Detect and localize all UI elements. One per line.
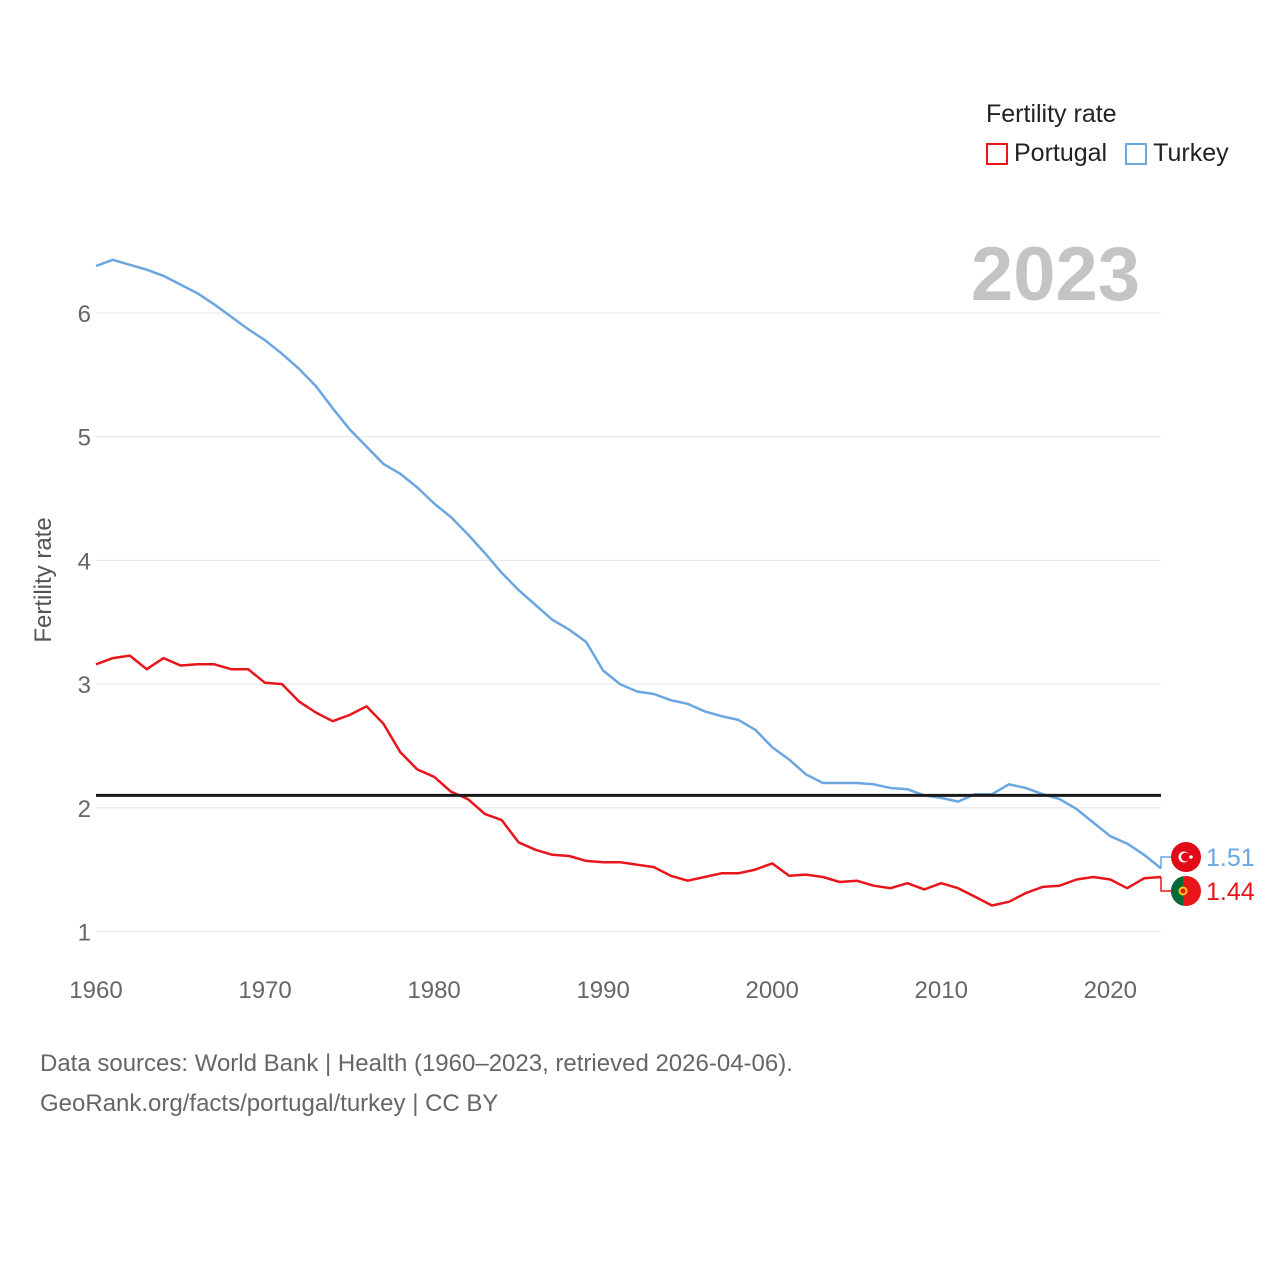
- y-tick-label-6: 6: [78, 301, 91, 328]
- legend-item-portugal[interactable]: Portugal: [986, 139, 1107, 168]
- legend-label-portugal: Portugal: [1014, 139, 1108, 167]
- legend-label-turkey: Turkey: [1153, 139, 1229, 167]
- series-lines: [95, 258, 1162, 907]
- y-axis-ticks: 1 2 3 4 5 6: [78, 301, 91, 946]
- legend: Fertility rate Portugal Turkey: [986, 100, 1229, 168]
- data-source-note: Data sources: World Bank | Health (1960–…: [40, 1050, 793, 1077]
- connector-turkey: [1160, 856, 1173, 869]
- y-tick-label-2: 2: [78, 796, 91, 823]
- legend-item-turkey[interactable]: Turkey: [1125, 139, 1229, 168]
- series-line-turkey: [95, 258, 1162, 870]
- y-tick-label-1: 1: [78, 919, 91, 946]
- line-chart: 1 2 3 4 5 6 1960 1970 1980 1990 2000 2010 2020 Fert…: [30, 232, 1255, 1004]
- x-axis-ticks: 1960 1970 1980 1990 2000 2010 2020: [69, 977, 1137, 1004]
- x-tick-label-2000: 2000: [745, 977, 798, 1004]
- x-tick-label-1970: 1970: [238, 977, 291, 1004]
- x-tick-label-1980: 1980: [407, 977, 460, 1004]
- y-axis-label: Fertility rate: [30, 517, 57, 642]
- y-tick-label-5: 5: [78, 425, 91, 452]
- connector-portugal: [1160, 877, 1173, 892]
- y-tick-label-3: 3: [78, 672, 91, 699]
- x-tick-label-1990: 1990: [576, 977, 629, 1004]
- end-value-label-turkey: 1.51: [1206, 844, 1255, 872]
- legend-swatch-portugal: [986, 142, 1008, 165]
- y-tick-label-4: 4: [78, 548, 91, 575]
- year-badge: 2023: [971, 232, 1140, 317]
- footer: Data sources: World Bank | Health (1960–…: [40, 1044, 793, 1124]
- x-tick-label-2010: 2010: [915, 977, 968, 1004]
- portugal-flag-green: [1170, 876, 1183, 906]
- gridlines: [96, 312, 1161, 932]
- x-tick-label-2020: 2020: [1084, 977, 1137, 1004]
- end-markers: 1.51 1.44: [1160, 842, 1255, 906]
- legend-title: Fertility rate: [986, 100, 1117, 128]
- star-icon: [1189, 855, 1193, 859]
- crescent-cut: [1181, 852, 1190, 862]
- legend-swatch-turkey: [1125, 142, 1148, 165]
- series-line-portugal: [95, 654, 1162, 907]
- shield-icon: [1180, 888, 1186, 894]
- end-value-label-portugal: 1.44: [1206, 878, 1255, 906]
- x-tick-label-1960: 1960: [69, 977, 122, 1004]
- attribution-link[interactable]: GeoRank.org/facts/portugal/turkey | CC B…: [40, 1090, 499, 1117]
